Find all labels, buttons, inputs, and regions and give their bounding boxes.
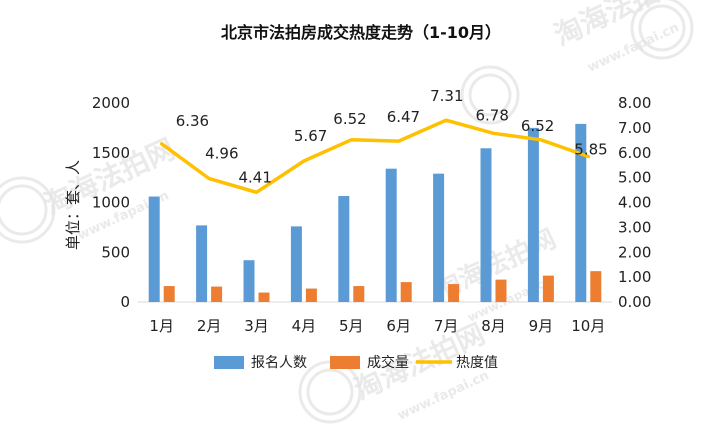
line-heat bbox=[159, 118, 591, 195]
bar-signups bbox=[480, 148, 492, 302]
watermark-logo bbox=[460, 65, 520, 125]
legend-label-signups: 报名人数 bbox=[251, 355, 307, 371]
line-series-group: 6.36 4.964.41 5.67 6.52 6.47 7.31 6.78 6.52 5.85 bbox=[159, 87, 608, 195]
x-tick-label: 4月 bbox=[292, 317, 317, 335]
x-tick-label: 8月 bbox=[481, 317, 506, 335]
legend-label-volume: 成交量 bbox=[367, 354, 409, 371]
x-tick-label: 1月 bbox=[149, 317, 174, 335]
y-tick-left: 1000 bbox=[92, 194, 130, 212]
bar-volume bbox=[495, 279, 507, 302]
bar-volume bbox=[542, 275, 554, 302]
y-tick-right: 5.00 bbox=[618, 169, 651, 187]
bar-signups bbox=[148, 196, 160, 302]
legend-item-signups: 报名人数 bbox=[214, 355, 307, 371]
data-label-heat: 4.41 bbox=[239, 168, 272, 186]
x-tick-label: 10月 bbox=[571, 317, 605, 335]
y-tick-right: 4.00 bbox=[618, 194, 651, 212]
legend-item-heat: 热度值 bbox=[416, 355, 498, 371]
bar-signups bbox=[385, 168, 397, 302]
y-tick-right: 7.00 bbox=[618, 119, 651, 137]
x-tick-label: 9月 bbox=[529, 317, 554, 335]
bar-volume bbox=[211, 286, 223, 302]
data-label-heat: 6.78 bbox=[476, 106, 509, 124]
x-tick-label: 6月 bbox=[386, 317, 411, 335]
data-label-heat: 7.31 bbox=[430, 87, 463, 105]
bar-signups bbox=[575, 123, 587, 303]
x-axis-ticks: 1月 2月 3月 4月 5月 6月 7月 8月 9月 10月 bbox=[149, 317, 605, 335]
bar-signups bbox=[290, 226, 302, 302]
y-axis-right: 0.00 1.00 2.00 3.00 4.00 5.00 6.00 7.00 8.00 bbox=[618, 94, 651, 311]
watermark-logo bbox=[630, 0, 694, 60]
data-label-heat: 5.67 bbox=[294, 127, 327, 145]
legend-swatch-signups bbox=[214, 356, 244, 369]
y-tick-right: 0.00 bbox=[618, 293, 651, 311]
watermark-logo bbox=[0, 176, 56, 244]
bar-volume bbox=[305, 288, 317, 302]
legend-swatch-volume bbox=[330, 356, 360, 369]
y-axis-label: 单位：套、人 bbox=[64, 160, 82, 250]
x-tick-label: 7月 bbox=[434, 317, 459, 335]
bar-series-group bbox=[148, 123, 602, 303]
chart-title: 北京市法拍房成交热度走势（1-10月） bbox=[221, 23, 501, 42]
data-label-heat: 6.52 bbox=[333, 110, 366, 128]
data-label-heat: 6.36 bbox=[176, 112, 209, 130]
data-label-heat: 5.85 bbox=[574, 140, 607, 158]
data-label-heat: 6.52 bbox=[521, 117, 554, 135]
y-tick-left: 2000 bbox=[92, 94, 130, 112]
bar-signups bbox=[196, 225, 208, 302]
bar-volume bbox=[400, 282, 412, 302]
y-tick-right: 3.00 bbox=[618, 218, 651, 236]
y-tick-right: 8.00 bbox=[618, 94, 651, 112]
y-tick-right: 6.00 bbox=[618, 144, 651, 162]
watermark-logo bbox=[298, 360, 362, 424]
x-tick-label: 3月 bbox=[244, 317, 269, 335]
bar-signups bbox=[243, 260, 255, 302]
bar-signups bbox=[433, 173, 445, 302]
legend-label-heat: 热度值 bbox=[456, 355, 498, 371]
bar-volume bbox=[353, 286, 365, 302]
bar-signups bbox=[527, 127, 539, 302]
bar-volume bbox=[590, 271, 602, 302]
x-tick-label: 5月 bbox=[339, 317, 364, 335]
y-tick-right: 1.00 bbox=[618, 268, 651, 286]
x-tick-label: 2月 bbox=[197, 317, 222, 335]
bar-volume bbox=[163, 286, 175, 302]
data-label-heat: 6.47 bbox=[387, 108, 420, 126]
bar-volume bbox=[258, 292, 270, 302]
y-tick-right: 2.00 bbox=[618, 243, 651, 261]
bar-volume bbox=[448, 284, 460, 302]
y-tick-left: 500 bbox=[101, 243, 130, 261]
legend-item-volume: 成交量 bbox=[330, 354, 409, 371]
y-axis-left: 0 500 1000 1500 2000 bbox=[92, 94, 130, 311]
data-label-heat: 4.96 bbox=[205, 145, 238, 163]
bar-signups bbox=[338, 196, 350, 302]
y-tick-left: 1500 bbox=[92, 144, 130, 162]
y-tick-left: 0 bbox=[120, 293, 130, 311]
chart-legend: 报名人数 成交量 热度值 bbox=[214, 354, 498, 371]
